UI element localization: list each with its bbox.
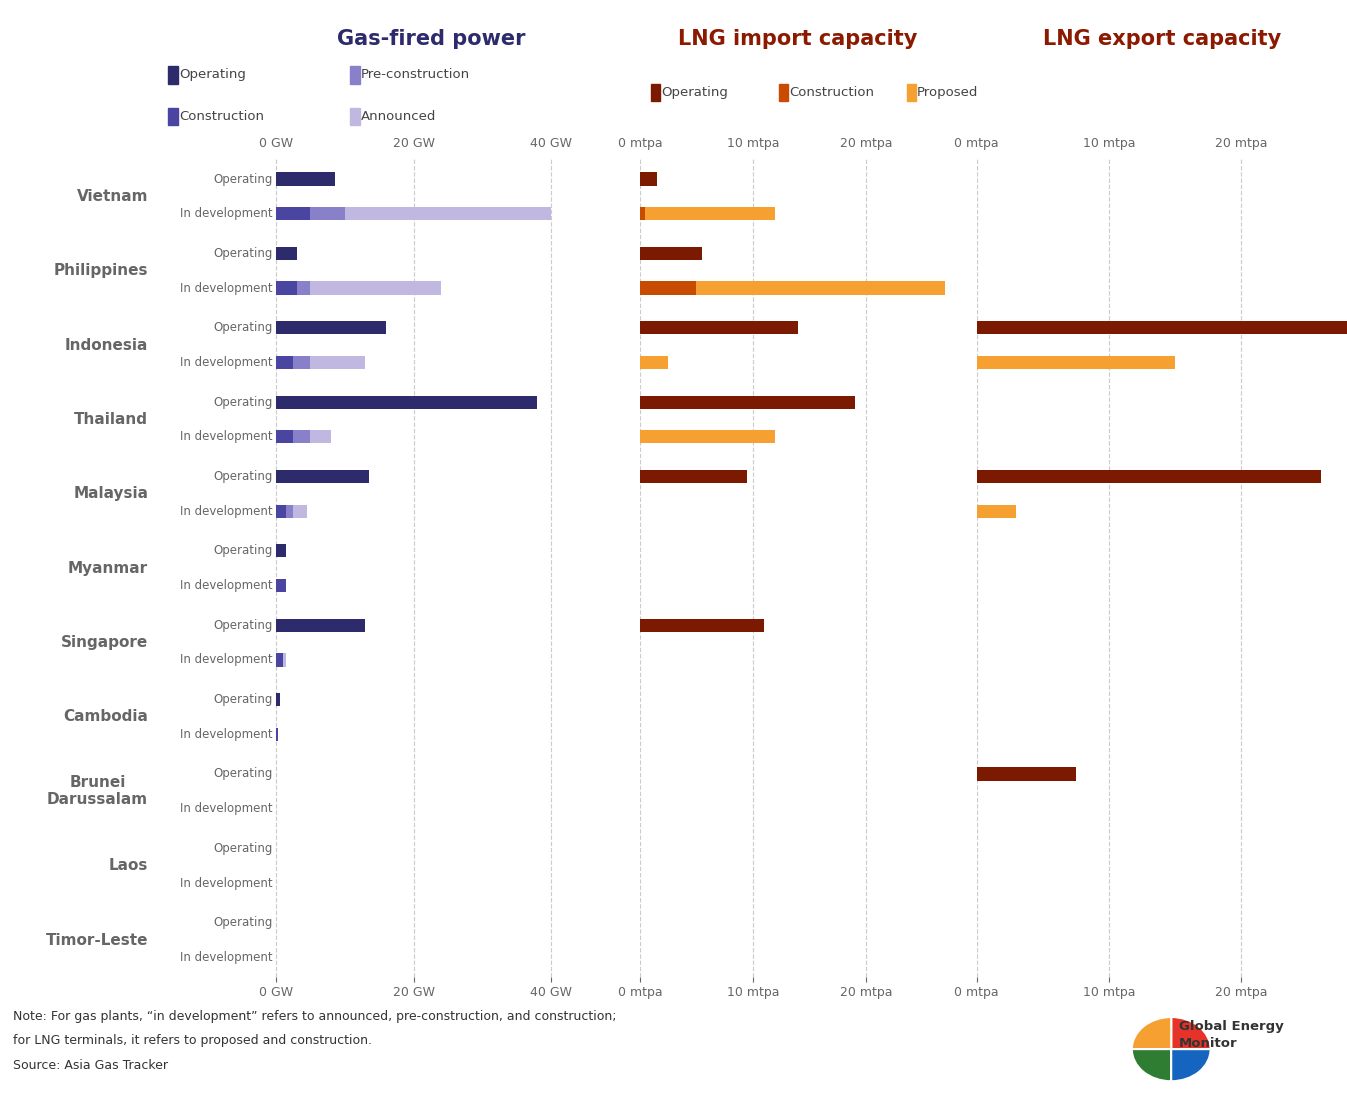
Bar bbox=[640, 395, 854, 408]
Text: Operating: Operating bbox=[213, 842, 272, 855]
Text: Construction: Construction bbox=[789, 86, 874, 99]
Text: Singapore: Singapore bbox=[61, 635, 148, 650]
Text: In development: In development bbox=[180, 951, 272, 964]
Text: Operating: Operating bbox=[213, 172, 272, 186]
Text: Operating: Operating bbox=[213, 916, 272, 929]
Bar bbox=[310, 356, 365, 369]
Bar bbox=[345, 208, 551, 221]
Bar bbox=[645, 208, 776, 221]
Bar bbox=[276, 172, 334, 186]
Bar bbox=[696, 281, 946, 294]
Text: Philippines: Philippines bbox=[54, 264, 148, 278]
Bar bbox=[276, 208, 310, 221]
Text: Laos: Laos bbox=[109, 859, 148, 873]
Bar bbox=[640, 321, 797, 335]
Text: In development: In development bbox=[180, 728, 272, 741]
Text: In development: In development bbox=[180, 356, 272, 369]
Text: Note: For gas plants, “in development” refers to announced, pre-construction, an: Note: For gas plants, “in development” r… bbox=[13, 1010, 617, 1023]
Bar bbox=[640, 618, 764, 631]
Text: Thailand: Thailand bbox=[74, 412, 148, 427]
Text: Pre-construction: Pre-construction bbox=[361, 68, 470, 81]
Text: In development: In development bbox=[180, 430, 272, 444]
Text: Operating: Operating bbox=[661, 86, 727, 99]
Bar bbox=[276, 281, 296, 294]
Bar bbox=[276, 653, 283, 666]
Bar bbox=[294, 430, 311, 444]
Text: In development: In development bbox=[180, 505, 272, 517]
Bar bbox=[640, 356, 668, 369]
Wedge shape bbox=[1171, 1017, 1211, 1050]
Text: In development: In development bbox=[180, 653, 272, 666]
Text: Announced: Announced bbox=[361, 110, 436, 123]
Text: Brunei
Darussalam: Brunei Darussalam bbox=[47, 775, 148, 807]
Bar bbox=[294, 356, 311, 369]
Text: Gas-fired power: Gas-fired power bbox=[337, 29, 525, 48]
Text: LNG export capacity: LNG export capacity bbox=[1043, 29, 1281, 48]
Text: Timor-Leste: Timor-Leste bbox=[46, 932, 148, 948]
Bar bbox=[276, 470, 369, 483]
Bar bbox=[294, 505, 307, 518]
Bar bbox=[276, 579, 287, 592]
Text: Construction: Construction bbox=[179, 110, 264, 123]
Text: Operating: Operating bbox=[213, 470, 272, 483]
Bar bbox=[310, 281, 440, 294]
Text: Cambodia: Cambodia bbox=[63, 709, 148, 725]
Bar bbox=[310, 208, 345, 221]
Wedge shape bbox=[1171, 1050, 1211, 1082]
Text: Operating: Operating bbox=[213, 395, 272, 408]
Text: In development: In development bbox=[180, 579, 272, 592]
Bar bbox=[977, 470, 1320, 483]
Bar bbox=[640, 172, 657, 186]
Bar bbox=[276, 356, 294, 369]
Bar bbox=[276, 618, 365, 631]
Bar bbox=[276, 545, 287, 558]
Text: In development: In development bbox=[180, 803, 272, 815]
Bar bbox=[640, 470, 748, 483]
Text: Global Energy
Monitor: Global Energy Monitor bbox=[1179, 1020, 1284, 1051]
Bar bbox=[287, 505, 294, 518]
Bar bbox=[276, 505, 287, 518]
Text: Malaysia: Malaysia bbox=[73, 486, 148, 502]
Text: LNG import capacity: LNG import capacity bbox=[679, 29, 917, 48]
Bar bbox=[640, 430, 776, 444]
Bar bbox=[977, 505, 1016, 518]
Bar bbox=[276, 430, 294, 444]
Text: Operating: Operating bbox=[213, 619, 272, 631]
Text: for LNG terminals, it refers to proposed and construction.: for LNG terminals, it refers to proposed… bbox=[13, 1034, 373, 1047]
Bar bbox=[276, 395, 537, 408]
Bar bbox=[977, 321, 1347, 335]
Wedge shape bbox=[1131, 1050, 1171, 1082]
Text: Operating: Operating bbox=[213, 322, 272, 334]
Text: In development: In development bbox=[180, 876, 272, 889]
Text: Operating: Operating bbox=[213, 768, 272, 781]
Bar bbox=[640, 281, 696, 294]
Text: Operating: Operating bbox=[213, 545, 272, 558]
Wedge shape bbox=[1131, 1017, 1171, 1050]
Bar bbox=[283, 653, 287, 666]
Bar bbox=[640, 247, 702, 260]
Text: Operating: Operating bbox=[179, 68, 245, 81]
Text: Indonesia: Indonesia bbox=[65, 337, 148, 352]
Text: Proposed: Proposed bbox=[917, 86, 978, 99]
Bar bbox=[276, 728, 279, 741]
Text: In development: In development bbox=[180, 281, 272, 294]
Text: Operating: Operating bbox=[213, 247, 272, 260]
Bar bbox=[276, 321, 387, 335]
Text: Operating: Operating bbox=[213, 693, 272, 706]
Bar bbox=[276, 247, 296, 260]
Bar bbox=[296, 281, 310, 294]
Text: In development: In development bbox=[180, 208, 272, 221]
Bar bbox=[276, 693, 280, 706]
Bar bbox=[640, 208, 645, 221]
Text: Source: Asia Gas Tracker: Source: Asia Gas Tracker bbox=[13, 1058, 168, 1072]
Bar bbox=[310, 430, 331, 444]
Bar bbox=[977, 768, 1076, 781]
Text: Vietnam: Vietnam bbox=[77, 189, 148, 204]
Bar bbox=[977, 356, 1175, 369]
Text: Myanmar: Myanmar bbox=[69, 561, 148, 575]
